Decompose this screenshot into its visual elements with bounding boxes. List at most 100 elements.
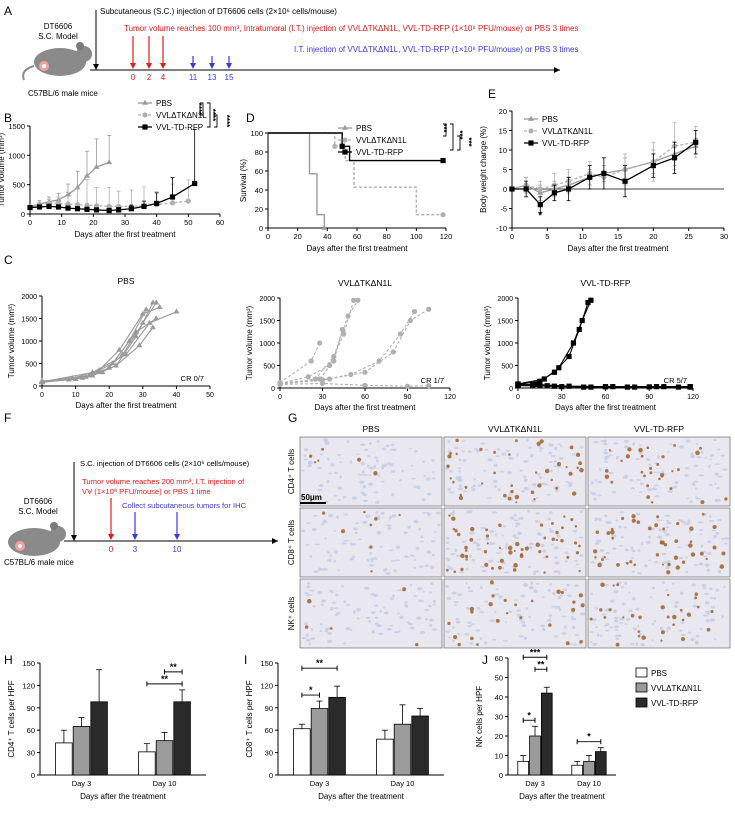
panel-c-1-curve-4	[279, 342, 321, 384]
panel-d-xtick-0: 0	[266, 232, 270, 241]
bar-j-cat-0: Day 3	[525, 779, 545, 788]
bar-h-ytick-3: 90	[27, 704, 35, 713]
bar-j-ytick-2: 20	[495, 732, 503, 741]
panel-c-1-ytick-4: 2000	[259, 296, 275, 303]
panel-f-letter: F	[4, 411, 11, 425]
bar-j-ytick-0: 0	[499, 771, 503, 780]
panel-c-1-pt-5-1	[317, 376, 323, 382]
panel-c-1-xlabel: Days after the first treatment	[315, 403, 417, 412]
bar-i-sig-0: *	[309, 685, 313, 695]
panel-b-point-2-4	[65, 205, 71, 211]
bar-legend-swatch-0	[635, 667, 648, 678]
panel-b-point-1-8	[106, 203, 112, 209]
panel-d-ytick-1: 20	[255, 205, 263, 214]
f-red-day-label-0: 0	[109, 545, 114, 554]
a-blue-day-label-0: 11	[189, 73, 198, 82]
bar-i-ylabel: CD8⁺ T cells per HPF	[245, 680, 254, 757]
bar-i-sig-1: **	[316, 658, 324, 668]
panel-e-point-2-1	[523, 186, 529, 192]
panel-d-endpoint-0	[321, 224, 328, 230]
panel-c-2-xtick-4: 120	[687, 394, 699, 401]
panel-c-1-pt-3-3	[390, 349, 396, 355]
bar-h-sig-0: **	[161, 674, 169, 684]
bar-j-ytick-1: 10	[495, 752, 503, 761]
panel-d-series-2	[268, 132, 444, 162]
panel-c-1-pt-2-3	[376, 358, 382, 364]
panel-c-2-title: VVL-TD-RFP	[580, 278, 630, 288]
panel-b-legend-0: PBS	[156, 99, 172, 108]
panel-b-legend-1: VVLΔTKΔN1L	[156, 111, 207, 120]
panel-c-1-ytick-0: 0	[271, 386, 275, 393]
panel-c-0-xtick-4: 40	[173, 392, 181, 399]
bar-h-xlabel: Days after the treatment	[80, 792, 167, 801]
panel-d-xtick-6: 120	[440, 232, 453, 241]
f-blue-text: Collect subcutaneous tumors for IHC	[122, 501, 247, 510]
panel-e-point-2-4	[565, 186, 572, 192]
panel-c-1-pt-5-2	[331, 358, 337, 364]
ihc-row-2: NK⁺ cells	[287, 597, 296, 631]
panel-b-point-0-6	[84, 172, 90, 178]
f-red-arrowhead-0	[108, 534, 114, 540]
panel-e-xtick-2: 10	[578, 232, 586, 241]
panel-c-1-pt-6-1	[319, 380, 326, 387]
panel-d-ytick-0: 0	[259, 224, 263, 233]
panel-d-mid-2	[339, 143, 345, 149]
panel-c-1-pt-5-3	[339, 326, 345, 333]
panel-b-point-0-8	[106, 159, 113, 165]
panel-c-2-pt-1-2	[556, 365, 562, 371]
bar-j-ylabel: NK cells per HPF	[475, 686, 484, 747]
bar-j-bar-0-2	[541, 692, 553, 776]
panel-d-ylabel: Survival (%)	[239, 159, 248, 202]
panel-b-series-0	[29, 161, 110, 208]
panel-c-2-ytick-2: 1000	[497, 341, 513, 348]
panel-c-1-pt-3-5	[426, 306, 432, 312]
bar-i-bar-1-2	[411, 715, 429, 776]
ihc-row-0: CD4⁺ T cells	[287, 449, 296, 494]
panel-e-point-2-9	[671, 155, 678, 161]
f-blue-arrowhead-1	[174, 534, 180, 540]
ihc-col-1: VVLΔTKΔN1L	[488, 424, 542, 434]
panel-c-0-pt-5-4	[173, 308, 180, 314]
panel-b-xtick-6: 60	[216, 218, 224, 227]
panel-d-ytick-5: 100	[250, 129, 263, 138]
panel-d-legend-marker-1	[342, 137, 348, 143]
bar-h-letter: H	[4, 653, 13, 667]
panel-b-point-2-11	[141, 203, 147, 209]
panel-b-sig-0: ****	[194, 103, 203, 116]
panel-b-point-1-6	[84, 202, 90, 208]
panel-c-2-ylabel: Tumor volume (mm³)	[483, 305, 492, 380]
bar-i-bar-1-0	[376, 738, 394, 776]
panel-b-point-2-12	[154, 200, 160, 207]
f-red-text-2: VV (1×10⁸ PFU/mouse) or PBS 1 time	[82, 487, 211, 496]
panel-b-point-2-13	[169, 194, 176, 200]
panel-b-point-2-5	[74, 206, 81, 212]
panel-c-0-pt-4-3	[133, 328, 140, 334]
f-red-text-1: Tumor volume reaches 200 mm³, I.T. injec…	[82, 477, 245, 486]
panel-c-1-pt-3-4	[407, 317, 413, 324]
panel-d-endpoint-1	[440, 212, 446, 218]
a-blue-day-label-2: 15	[225, 73, 234, 82]
bar-j-sig-3: *	[587, 732, 591, 742]
bar-legend-swatch-1	[635, 682, 648, 693]
panel-d-sig-2: ***	[464, 137, 473, 147]
bar-i-letter: I	[244, 653, 247, 667]
panel-c-0-pt-5-3	[146, 319, 153, 325]
panel-c-0-xtick-5: 50	[206, 392, 214, 399]
panel-d-legend-1: VVLΔTKΔN1L	[356, 136, 407, 145]
panel-e-ytick-3: 5	[503, 166, 507, 175]
panel-b-xtick-1: 10	[57, 218, 65, 227]
panel-c-1-pt-0-2	[326, 362, 333, 369]
bar-h-ytick-4: 120	[22, 681, 35, 690]
panel-b-xtick-0: 0	[28, 218, 32, 227]
panel-c-0-ytick-4: 2000	[21, 294, 37, 301]
panel-c-2-pt-1-4	[579, 317, 585, 324]
panel-d-sig-1: ***	[455, 130, 464, 140]
bar-i-ytick-3: 90	[265, 704, 273, 713]
red-injection-text: Tumor volume reaches 100 mm³, Intratumor…	[124, 24, 578, 33]
panel-d-legend-2: VVL-TD-RFP	[356, 148, 403, 157]
model-line2: S.C. Model	[38, 32, 78, 41]
panel-b-bracket-1	[207, 102, 211, 128]
panel-b-ylabel: Tumor volume (mm³)	[0, 132, 6, 207]
panel-c-0-pt-6-3	[136, 342, 143, 348]
